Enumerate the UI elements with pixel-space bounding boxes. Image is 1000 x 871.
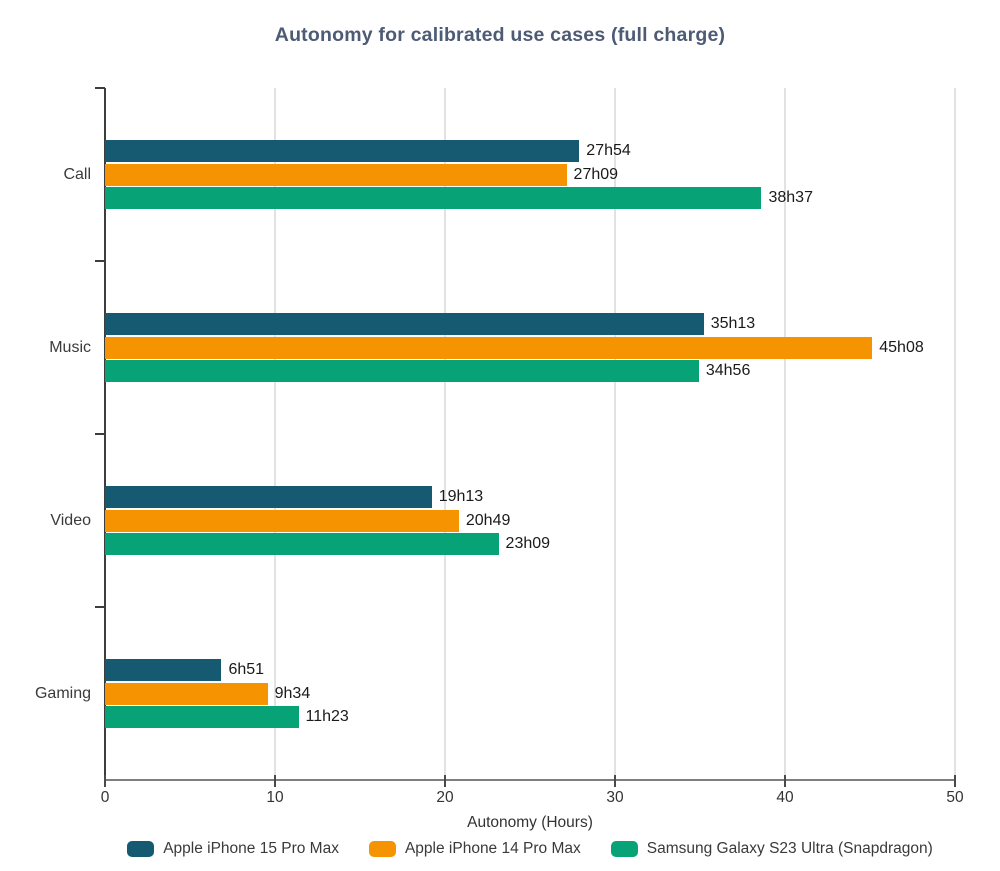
legend-item-2: Apple iPhone 14 Pro Max <box>368 840 581 858</box>
x-axis-label: Autonomy (Hours) <box>467 814 593 831</box>
bar-value-label: 35h13 <box>710 315 756 332</box>
y-axis-tick <box>95 87 105 89</box>
bar-value-label: 27h09 <box>573 165 619 183</box>
x-tick-label-50: 50 <box>946 789 964 806</box>
bar-video-series-3 <box>105 533 499 555</box>
bar-music-series-3 <box>105 360 699 382</box>
x-axis-tick-40 <box>784 775 786 787</box>
category-label-music: Music <box>49 338 91 356</box>
x-tick-label-30: 30 <box>606 789 624 806</box>
legend-swatch-icon <box>610 841 638 857</box>
bar-value-label: 11h23 <box>305 708 349 725</box>
bar-value-label: 9h34 <box>274 684 311 702</box>
x-axis-tick-50 <box>954 775 956 787</box>
x-tick-label-40: 40 <box>776 789 794 806</box>
x-axis-tick-20 <box>444 775 446 787</box>
chart-title: Autonomy for calibrated use cases (full … <box>274 24 726 46</box>
legend-swatch-icon <box>127 841 155 857</box>
x-tick-label-20: 20 <box>436 789 454 806</box>
bar-gaming-series-2 <box>105 682 268 705</box>
bar-gaming-series-3 <box>105 706 299 728</box>
bar-value-label: 27h54 <box>586 142 631 159</box>
y-axis-tick <box>95 606 105 608</box>
category-label-call: Call <box>63 165 91 183</box>
legend-item-1: Apple iPhone 15 Pro Max <box>127 840 339 858</box>
bar-value-label: 20h49 <box>465 511 511 529</box>
bar-call-series-1 <box>105 140 580 162</box>
bar-gaming-series-1 <box>105 659 222 681</box>
y-axis-tick <box>95 260 105 262</box>
bar-video-series-2 <box>105 509 459 532</box>
gridline-x-10 <box>274 88 276 780</box>
x-axis-tick-30 <box>614 775 616 787</box>
gridline-x-20 <box>444 88 446 780</box>
bar-value-label: 6h51 <box>228 661 265 678</box>
bar-value-label: 19h13 <box>438 488 484 505</box>
bar-call-series-2 <box>105 163 567 186</box>
legend-label: Apple iPhone 15 Pro Max <box>163 840 339 857</box>
x-axis-line <box>104 778 956 781</box>
bar-value-label: 23h09 <box>505 535 551 552</box>
gridline-x-50 <box>954 88 956 780</box>
gridline-x-40 <box>784 88 786 780</box>
legend-label: Samsung Galaxy S23 Ultra (Snapdragon) <box>646 840 933 857</box>
bar-music-series-2 <box>105 336 873 359</box>
bar-video-series-1 <box>105 486 432 508</box>
legend: Apple iPhone 15 Pro Max Apple iPhone 14 P… <box>105 840 955 858</box>
gridline-x-30 <box>614 88 616 780</box>
legend-item-3: Samsung Galaxy S23 Ultra (Snapdragon) <box>610 840 933 858</box>
y-axis-tick <box>95 433 105 435</box>
y-axis-line <box>104 88 106 780</box>
x-tick-label-10: 10 <box>266 789 284 806</box>
bar-value-label: 38h37 <box>768 189 813 206</box>
x-axis-tick-10 <box>274 775 276 787</box>
legend-swatch-icon <box>368 841 396 857</box>
bar-music-series-1 <box>105 313 704 335</box>
legend-label: Apple iPhone 14 Pro Max <box>404 840 581 857</box>
x-axis-tick-0 <box>104 775 106 787</box>
bar-value-label: 34h56 <box>705 362 751 379</box>
bar-value-label: 45h08 <box>879 338 924 356</box>
category-label-gaming: Gaming <box>34 684 91 702</box>
x-tick-label-0: 0 <box>100 789 110 806</box>
category-label-video: Video <box>50 511 91 529</box>
bar-call-series-3 <box>105 187 762 209</box>
